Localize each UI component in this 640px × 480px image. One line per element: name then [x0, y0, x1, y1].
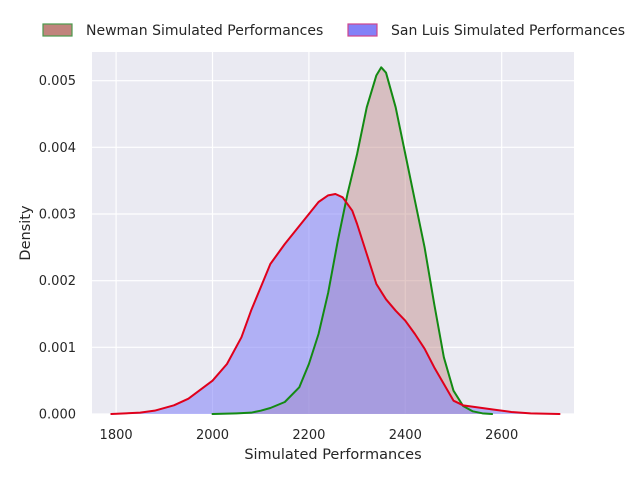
- legend-swatch-1: [42, 23, 73, 37]
- x-tick-label: 2200: [292, 428, 325, 443]
- y-tick-label: 0.000: [39, 408, 76, 423]
- y-axis-label: Density: [18, 205, 34, 261]
- series-layer: [110, 66, 561, 415]
- legend: Newman Simulated Performances San Luis Si…: [42, 23, 625, 39]
- series-2-area: [111, 194, 560, 414]
- y-tick-label: 0.002: [39, 274, 76, 289]
- series-1-line: [211, 66, 494, 415]
- x-tick-label: 1800: [100, 428, 133, 443]
- x-axis-label: Simulated Performances: [244, 447, 421, 463]
- x-axis: 1800 2000 2200 2400 2600: [100, 428, 519, 443]
- series-2-line: [110, 193, 561, 415]
- y-tick-label: 0.003: [39, 208, 76, 223]
- legend-label-1: Newman Simulated Performances: [86, 23, 323, 39]
- y-tick-label: 0.005: [39, 74, 76, 89]
- y-tick-label: 0.004: [39, 141, 76, 156]
- x-tick-label: 2600: [485, 428, 518, 443]
- x-tick-label: 2400: [389, 428, 422, 443]
- x-tick-label: 2000: [196, 428, 229, 443]
- legend-swatch-2: [347, 23, 378, 37]
- legend-label-2: San Luis Simulated Performances: [391, 23, 625, 39]
- y-axis: 0.000 0.001 0.002 0.003 0.004 0.005: [39, 74, 76, 422]
- y-tick-label: 0.001: [39, 341, 76, 356]
